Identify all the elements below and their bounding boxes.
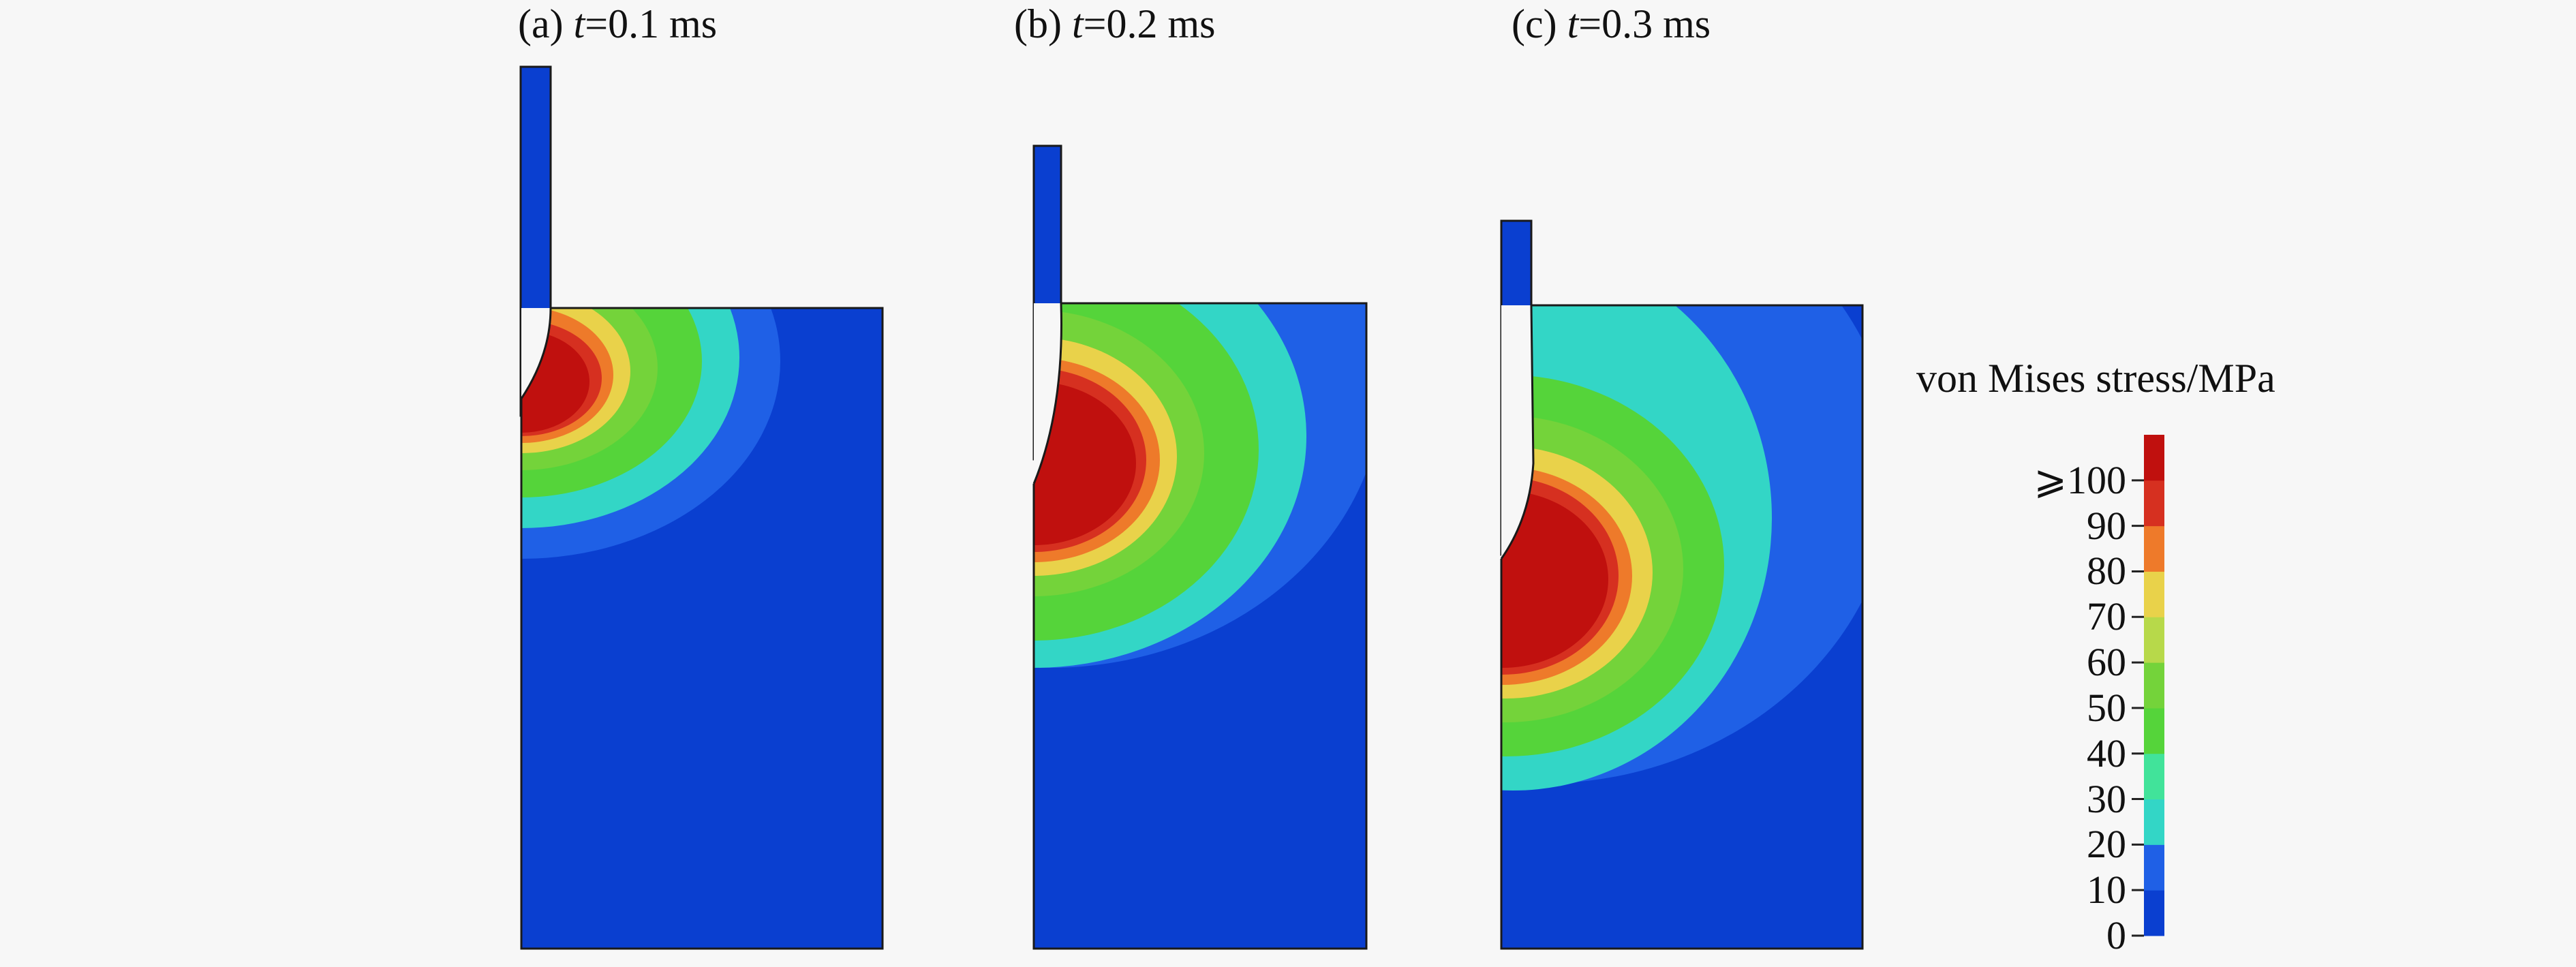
colorbar-segment	[2144, 617, 2164, 663]
panel-a-title: (a) t=0.1 ms	[518, 1, 718, 46]
colorbar-tick-label: 70	[2087, 594, 2126, 639]
colorbar-tick-label: 40	[2087, 731, 2126, 776]
colorbar-segment	[2144, 662, 2164, 709]
panel-b-band-100	[1034, 382, 1136, 545]
colorbar-tick-label: ⩾100	[2034, 457, 2126, 502]
colorbar-tick-label: 20	[2087, 822, 2126, 867]
panel-b-contour	[1032, 144, 1368, 950]
colorbar-tick-label: 0	[2106, 913, 2126, 957]
colorbar-segment	[2144, 435, 2164, 481]
colorbar-tick-label: 30	[2087, 776, 2126, 821]
colorbar-tick-label: 60	[2087, 640, 2126, 685]
colorbar-segment	[2144, 571, 2164, 617]
panel-c-contour	[1500, 219, 1864, 950]
colorbar-tick-label: 10	[2087, 868, 2126, 912]
colorbar-segment	[2144, 799, 2164, 845]
colorbar	[2132, 435, 2164, 937]
colorbar-segment	[2144, 844, 2164, 891]
panel-a-crater	[521, 308, 551, 399]
colorbar-segment	[2144, 753, 2164, 800]
colorbar-segment	[2144, 480, 2164, 527]
panel-b-title: (b) t=0.2 ms	[1014, 1, 1216, 46]
panel-c-band-100	[1501, 491, 1608, 668]
colorbar-segment	[2144, 890, 2164, 936]
colorbar-title: von Mises stress/MPa	[1916, 356, 2275, 401]
colorbar-segment	[2144, 525, 2164, 572]
colorbar-tick-label: 90	[2087, 503, 2126, 548]
colorbar-tick-label: 80	[2087, 549, 2126, 594]
colorbar-segment	[2144, 707, 2164, 754]
colorbar-tick-label: 50	[2087, 685, 2126, 730]
panel-c-crater	[1501, 305, 1533, 559]
panel-c-title: (c) t=0.3 ms	[1512, 1, 1711, 46]
panel-a-contour	[519, 65, 884, 950]
panel-b-crater	[1034, 303, 1062, 484]
